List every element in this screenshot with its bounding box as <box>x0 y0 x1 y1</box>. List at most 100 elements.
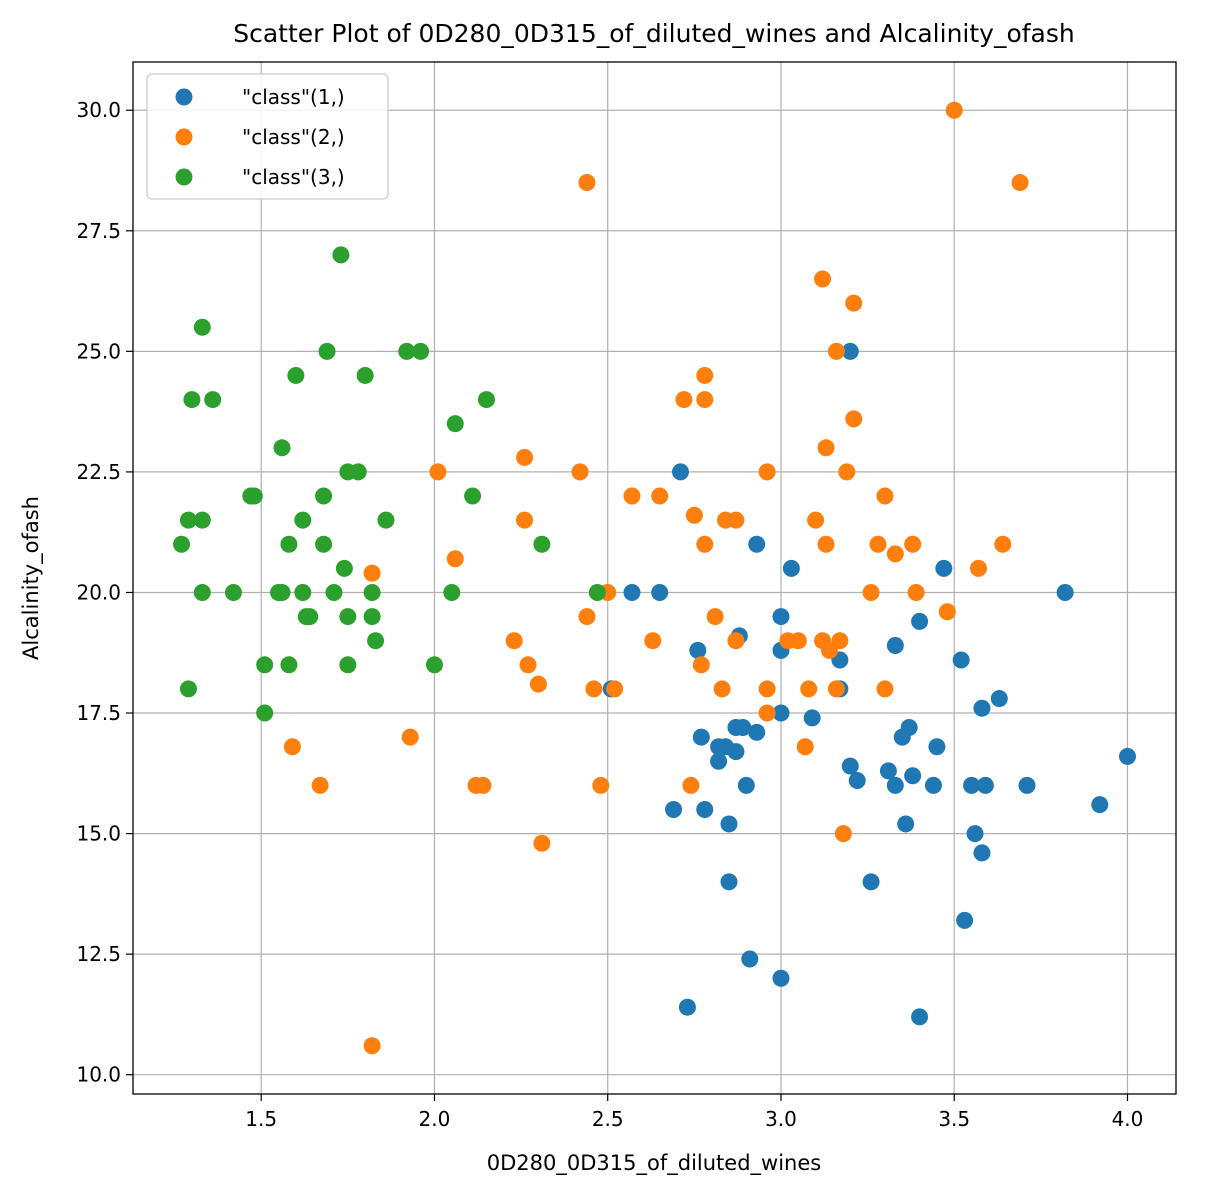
x-tick-label: 2.5 <box>592 1107 624 1131</box>
data-point <box>900 718 918 736</box>
data-point <box>256 656 274 674</box>
data-point <box>1011 174 1029 192</box>
x-tick-label: 3.5 <box>938 1107 970 1131</box>
data-point <box>685 506 703 524</box>
data-point <box>425 656 443 674</box>
legend-label: "class"(3,) <box>242 165 345 189</box>
data-point <box>727 511 745 529</box>
data-point <box>429 463 447 481</box>
data-point <box>928 738 946 756</box>
data-point <box>935 559 953 577</box>
data-point <box>741 950 759 968</box>
data-point <box>280 656 298 674</box>
data-point <box>315 535 333 553</box>
data-point <box>224 583 242 601</box>
data-point <box>193 583 211 601</box>
data-point <box>443 583 461 601</box>
legend: "class"(1,) "class"(2,) "class"(3,) <box>146 73 389 200</box>
data-point <box>831 632 849 650</box>
data-point <box>800 680 818 698</box>
data-point <box>1091 796 1109 814</box>
y-tick-label: 10.0 <box>76 1063 121 1087</box>
data-point <box>969 559 987 577</box>
data-point <box>834 825 852 843</box>
legend-marker <box>175 128 193 146</box>
data-point <box>841 342 859 360</box>
plot-area-frame <box>132 61 1177 1095</box>
data-point <box>367 632 385 650</box>
data-point <box>924 776 942 794</box>
data-point <box>377 511 395 529</box>
data-point <box>907 583 925 601</box>
data-point <box>817 439 835 457</box>
data-point <box>588 583 606 601</box>
y-tick-label: 17.5 <box>76 701 121 725</box>
data-point <box>294 583 312 601</box>
data-point <box>606 680 624 698</box>
chart-title: Scatter Plot of 0D280_0D315_of_diluted_w… <box>233 19 1075 48</box>
data-point <box>827 342 845 360</box>
y-tick-label: 30.0 <box>76 98 121 122</box>
x-tick-label: 3.0 <box>765 1107 797 1131</box>
data-point <box>318 342 336 360</box>
data-point <box>748 535 766 553</box>
x-tick-label: 4.0 <box>1112 1107 1144 1131</box>
data-point <box>696 800 714 818</box>
data-point <box>994 535 1012 553</box>
data-point <box>474 776 492 794</box>
data-point <box>814 270 832 288</box>
y-tick-label: 22.5 <box>76 460 121 484</box>
data-point <box>283 738 301 756</box>
data-points <box>173 101 1136 1055</box>
data-point <box>904 535 922 553</box>
data-point <box>363 608 381 626</box>
data-point <box>183 391 201 409</box>
data-point <box>464 487 482 505</box>
data-point <box>727 632 745 650</box>
data-point <box>772 608 790 626</box>
data-point <box>952 651 970 669</box>
data-point <box>696 366 714 384</box>
data-point <box>720 873 738 891</box>
data-point <box>772 704 790 722</box>
data-point <box>571 463 589 481</box>
data-point <box>529 675 547 693</box>
data-point <box>734 718 752 736</box>
data-point <box>356 366 374 384</box>
data-point <box>990 690 1008 708</box>
data-point <box>173 535 191 553</box>
legend-label: "class"(1,) <box>242 85 345 109</box>
data-point <box>179 511 197 529</box>
data-point <box>315 487 333 505</box>
data-point <box>973 699 991 717</box>
data-point <box>841 757 859 775</box>
data-point <box>651 487 669 505</box>
data-point <box>301 608 319 626</box>
data-point <box>789 632 807 650</box>
data-point <box>335 559 353 577</box>
y-tick-label: 27.5 <box>76 219 121 243</box>
data-point <box>401 728 419 746</box>
y-tick-label: 15.0 <box>76 822 121 846</box>
data-point <box>973 844 991 862</box>
data-point <box>533 535 551 553</box>
data-point <box>311 776 329 794</box>
data-point <box>692 728 710 746</box>
series-1 <box>602 342 1136 1026</box>
data-point <box>325 583 343 601</box>
data-point <box>689 641 707 659</box>
data-point <box>287 366 305 384</box>
x-tick-label: 1.5 <box>245 1107 277 1131</box>
data-point <box>737 776 755 794</box>
data-point <box>886 545 904 563</box>
data-point <box>869 535 887 553</box>
data-point <box>332 246 350 264</box>
data-point <box>273 439 291 457</box>
data-point <box>193 318 211 336</box>
data-point <box>879 762 897 780</box>
data-point <box>782 559 800 577</box>
data-point <box>339 608 357 626</box>
data-point <box>886 776 904 794</box>
data-point <box>838 463 856 481</box>
data-point <box>938 603 956 621</box>
